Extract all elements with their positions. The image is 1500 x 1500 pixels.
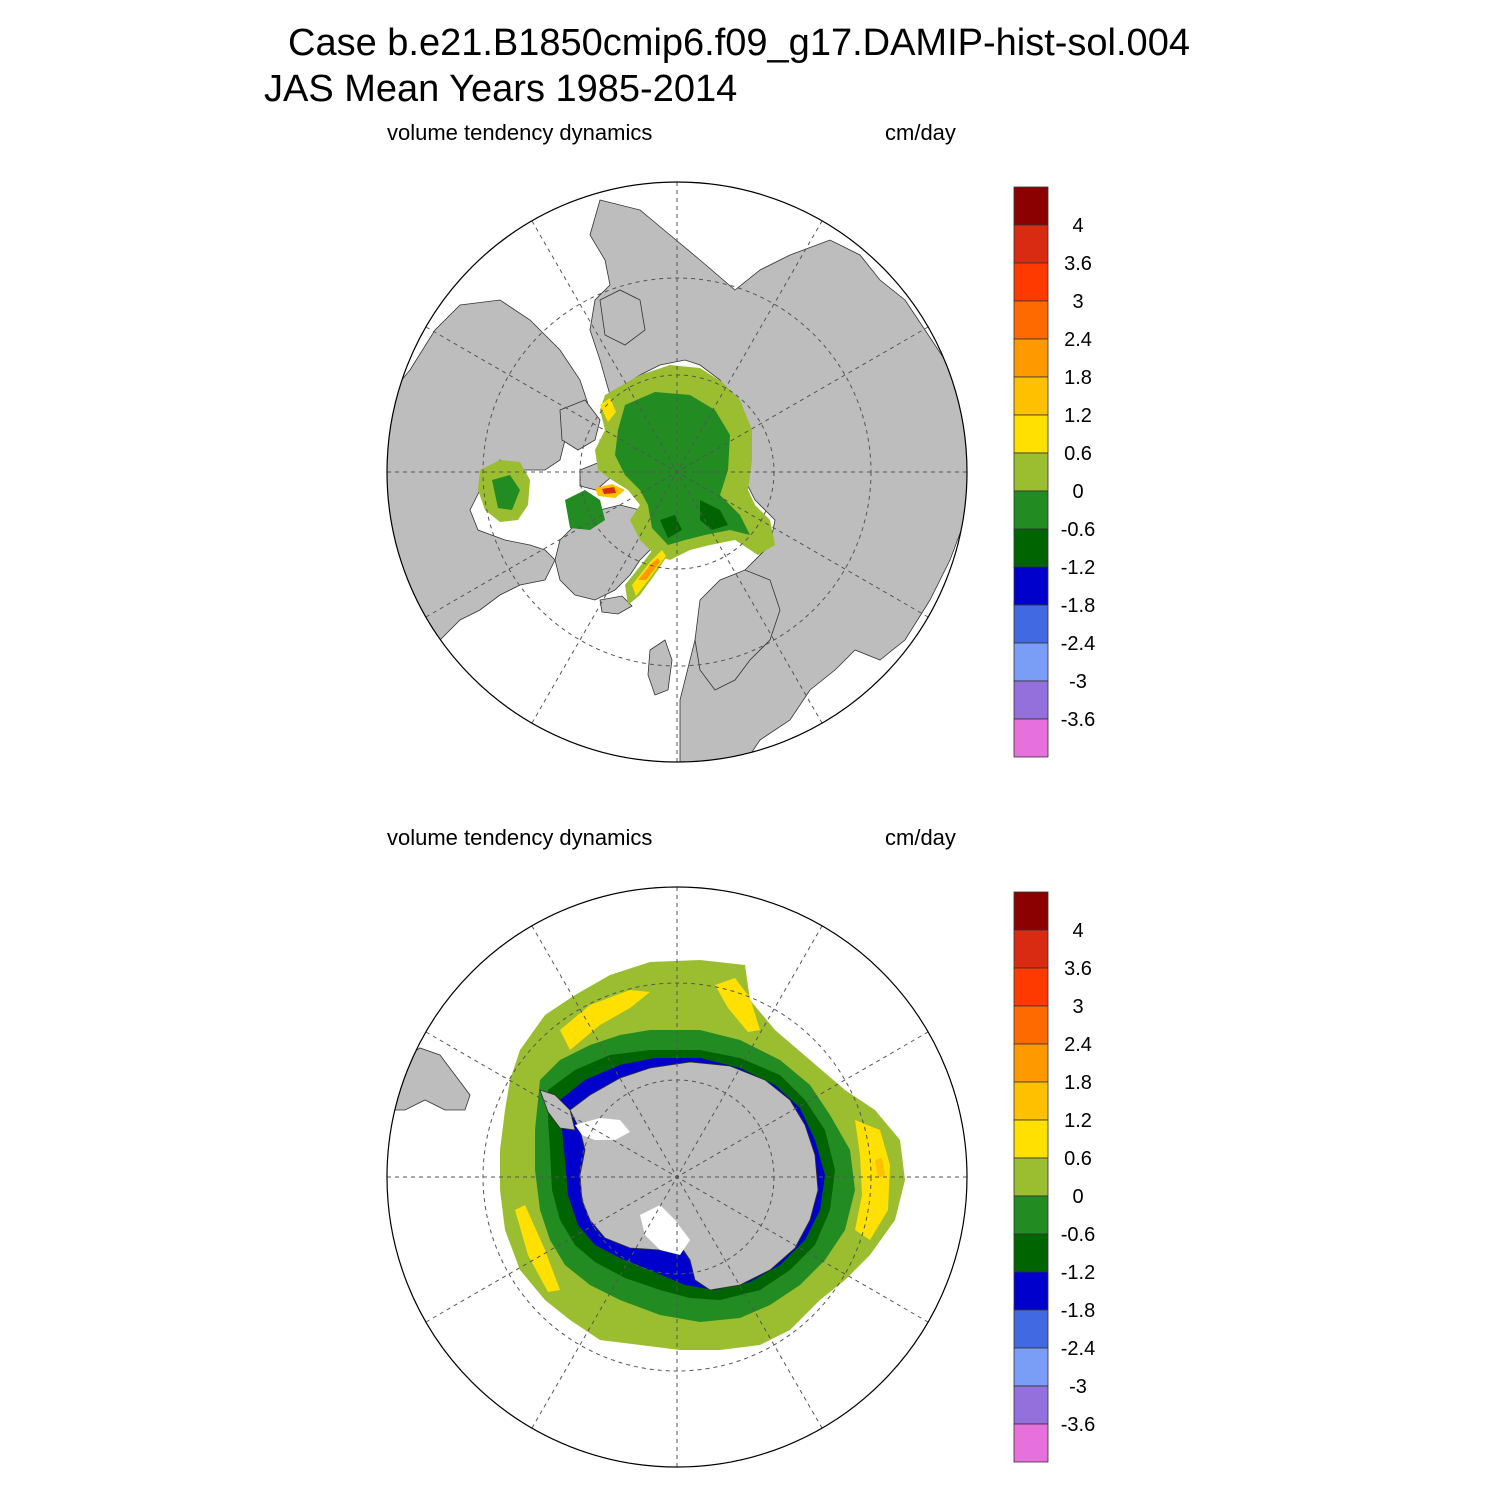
arctic-colorbar-swatch	[1013, 566, 1049, 606]
arctic-colorbar-tick-label: -2.4	[1061, 633, 1095, 655]
antarctic-panel-units-label: cm/day	[885, 825, 956, 850]
arctic-colorbar-tick-label: 3	[1072, 291, 1083, 313]
arctic-colorbar-tick-label: 4	[1072, 215, 1083, 237]
arctic-colorbar-tick-label: -3	[1069, 671, 1087, 693]
antarctic-colorbar-swatch	[1013, 967, 1049, 1007]
arctic-colorbar-tick-label: -3.6	[1061, 709, 1095, 731]
arctic-colorbar-swatch	[1013, 680, 1049, 720]
antarctic-map-border	[386, 886, 968, 1468]
antarctic-colorbar-swatch	[1013, 1081, 1049, 1121]
antarctic-colorbar-swatch	[1013, 1043, 1049, 1083]
antarctic-colorbar-tick-label: -1.2	[1061, 1262, 1095, 1284]
arctic-panel-variable-label: volume tendency dynamics	[387, 120, 653, 145]
arctic-colorbar-tick-label: 2.4	[1064, 329, 1092, 351]
antarctic-colorbar-swatch	[1013, 1119, 1049, 1159]
arctic-colorbar-tick-label: 0.6	[1064, 443, 1092, 465]
antarctic-ice-field-yellow-1	[560, 990, 650, 1050]
antarctic-colorbar-tick-label: 0	[1072, 1186, 1083, 1208]
antarctic-map	[386, 886, 968, 1468]
arctic-colorbar-swatch	[1013, 414, 1049, 454]
antarctic-colorbar-tick-label: -2.4	[1061, 1338, 1095, 1360]
arctic-colorbar-swatch	[1013, 338, 1049, 378]
arctic-colorbar-tick-label: 0	[1072, 481, 1083, 503]
antarctic-colorbar-swatch	[1013, 1233, 1049, 1273]
antarctic-colorbar-swatch	[1013, 1385, 1049, 1425]
antarctic-panel-variable-label: volume tendency dynamics	[387, 825, 653, 850]
antarctic-colorbar-swatch	[1013, 1157, 1049, 1197]
antarctic-colorbar-swatch	[1013, 929, 1049, 969]
antarctic-colorbar-tick-label: -3	[1069, 1376, 1087, 1398]
arctic-colorbar-swatch	[1013, 528, 1049, 568]
arctic-colorbar-tick-label: -1.2	[1061, 557, 1095, 579]
arctic-colorbar-swatch	[1013, 300, 1049, 340]
antarctic-colorbar-tick-label: 3	[1072, 996, 1083, 1018]
arctic-ice-field-greenland-orange	[638, 558, 660, 580]
arctic-colorbar-swatch	[1013, 376, 1049, 416]
antarctic-colorbar-swatch	[1013, 1423, 1049, 1463]
arctic-colorbar-tick-label: 3.6	[1064, 253, 1092, 275]
antarctic-colorbar-tick-label: 3.6	[1064, 958, 1092, 980]
arctic-land-iceland	[599, 595, 633, 615]
figure-title-line-2: JAS Mean Years 1985-2014	[264, 68, 738, 110]
arctic-map-border	[386, 181, 968, 763]
antarctic-colorbar-tick-label: 0.6	[1064, 1148, 1092, 1170]
antarctic-colorbar-swatch	[1013, 1309, 1049, 1349]
arctic-colorbar-tick-label: -0.6	[1061, 519, 1095, 541]
antarctic-colorbar-swatch	[1013, 1271, 1049, 1311]
arctic-colorbar-swatch	[1013, 186, 1049, 226]
antarctic-colorbar-swatch	[1013, 891, 1049, 931]
antarctic-land-peninsula	[539, 1089, 576, 1131]
arctic-ice-field-labrador	[565, 490, 605, 530]
antarctic-graticule	[387, 887, 967, 1467]
antarctic-colorbar-swatch	[1013, 1005, 1049, 1045]
arctic-colorbar-swatch	[1013, 452, 1049, 492]
antarctic-ice-field-yellow-2	[715, 978, 760, 1032]
arctic-land-alaska	[599, 289, 646, 346]
arctic-colorbar: 4 3.6 3 2.4 1.8 1.2 0.6 0 -0.6 -1.2 -1.8 -2.4 -3 -3.6	[1013, 186, 1095, 758]
antarctic-colorbar: 4 3.6 3 2.4 1.8 1.2 0.6 0 -0.6 -1.2 -1.8 -2.4 -3 -3.6	[1013, 891, 1095, 1463]
antarctic-ice-field-yellow-3	[855, 1120, 890, 1240]
antarctic-ice-field-yellow-4	[515, 1205, 560, 1292]
arctic-colorbar-swatch	[1013, 604, 1049, 644]
arctic-colorbar-tick-label: 1.2	[1064, 405, 1092, 427]
antarctic-colorbar-swatch	[1013, 1195, 1049, 1235]
arctic-colorbar-tick-label: -1.8	[1061, 595, 1095, 617]
arctic-panel-units-label: cm/day	[885, 120, 956, 145]
arctic-land-britain	[647, 639, 673, 696]
antarctic-colorbar-tick-label: 4	[1072, 920, 1083, 942]
arctic-colorbar-tick-label: 1.8	[1064, 367, 1092, 389]
antarctic-ice-field-orange-spot	[875, 1158, 885, 1178]
arctic-ice-field-baffin-inner	[492, 475, 520, 510]
antarctic-colorbar-swatch	[1013, 1347, 1049, 1387]
figure-title-line-1: Case b.e21.B1850cmip6.f09_g17.DAMIP-hist…	[288, 22, 1190, 64]
arctic-colorbar-swatch	[1013, 718, 1049, 758]
arctic-colorbar-swatch	[1013, 490, 1049, 530]
antarctic-ice-shelf-weddell	[575, 1118, 630, 1140]
antarctic-colorbar-tick-label: 1.8	[1064, 1072, 1092, 1094]
arctic-ice-field-siberia-yellow	[600, 398, 616, 422]
antarctic-colorbar-tick-label: 2.4	[1064, 1034, 1092, 1056]
arctic-colorbar-swatch	[1013, 262, 1049, 302]
arctic-colorbar-swatch	[1013, 224, 1049, 264]
antarctic-colorbar-tick-label: 1.2	[1064, 1110, 1092, 1132]
arctic-map	[386, 181, 968, 763]
arctic-ice-field-nares-red	[602, 487, 616, 494]
arctic-colorbar-swatch	[1013, 642, 1049, 682]
arctic-graticule	[387, 182, 967, 762]
antarctic-colorbar-tick-label: -1.8	[1061, 1300, 1095, 1322]
antarctic-colorbar-tick-label: -0.6	[1061, 1224, 1095, 1246]
antarctic-colorbar-tick-label: -3.6	[1061, 1414, 1095, 1436]
